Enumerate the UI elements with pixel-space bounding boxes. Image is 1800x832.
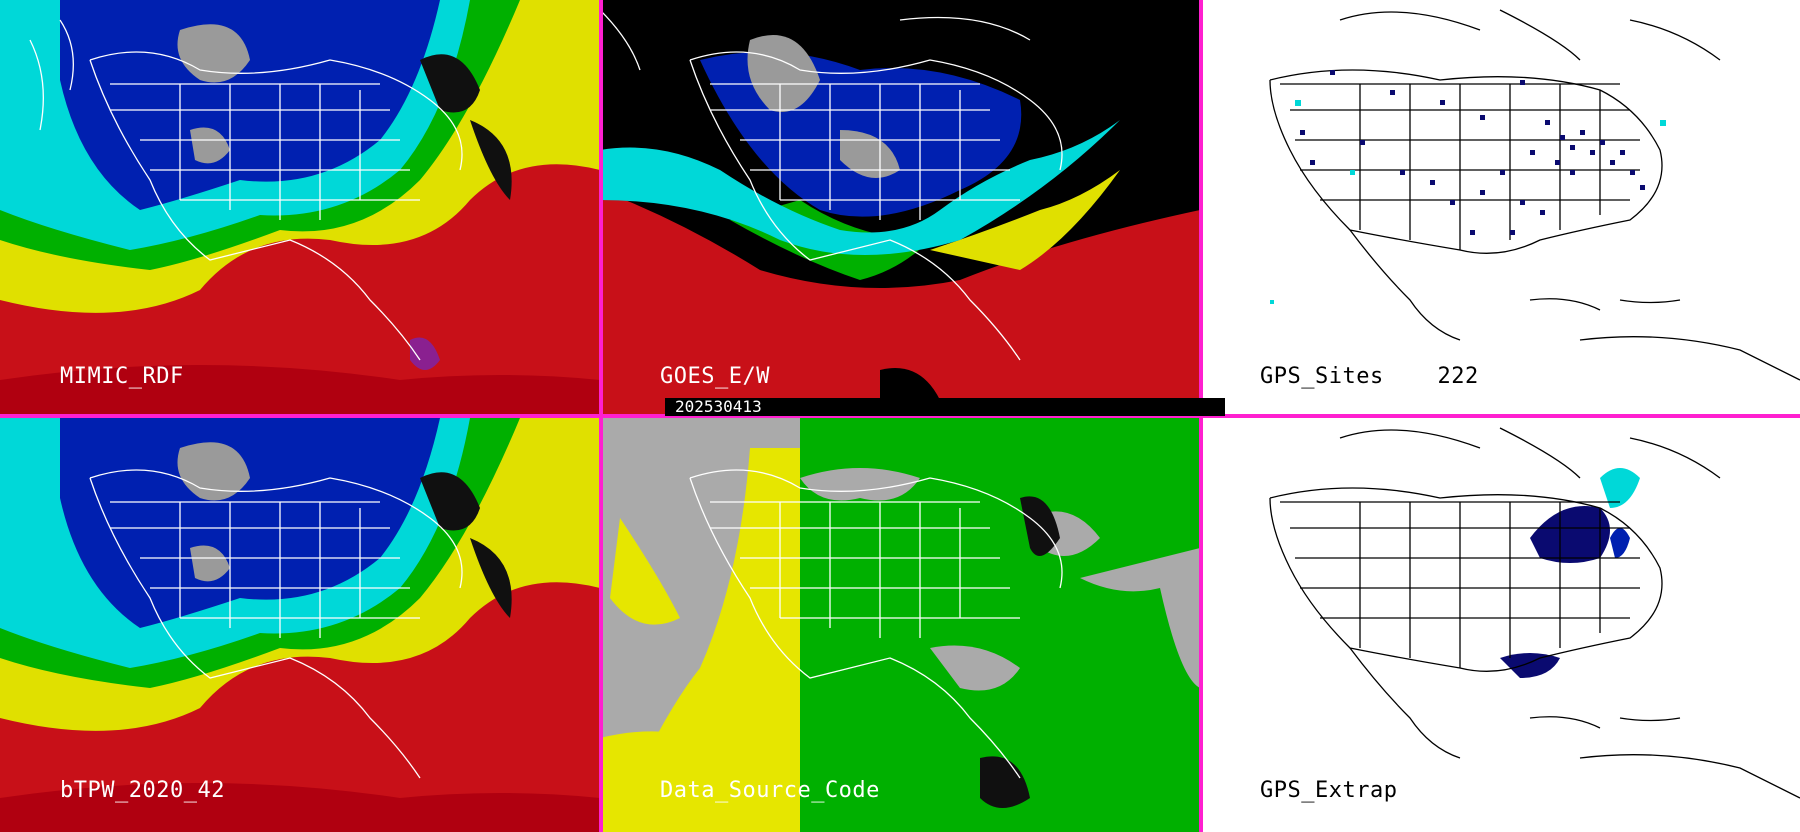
panel-label: GPS_Extrap bbox=[1260, 778, 1398, 803]
tpw-map-btpw bbox=[0, 418, 600, 832]
panel-label: GOES_E/W bbox=[660, 364, 770, 389]
tpw-map-mimic bbox=[0, 0, 600, 414]
divider-vertical-left bbox=[599, 0, 603, 832]
panel-data-source: Data_Source_Code bbox=[600, 418, 1200, 832]
gps-sites-map bbox=[1200, 0, 1800, 414]
panel-gps-sites: GPS_Sites 222 bbox=[1200, 0, 1800, 414]
panel-goes-ew: GOES_E/W bbox=[600, 0, 1200, 414]
panel-label: Data_Source_Code bbox=[660, 778, 880, 803]
panel-mimic-rdf: MIMIC_RDF bbox=[0, 0, 600, 414]
panel-label: bTPW_2020_42 bbox=[60, 778, 225, 803]
gps-site-count: 222 bbox=[1437, 364, 1479, 389]
tpw-map-goes bbox=[600, 0, 1200, 414]
panel-btpw: bTPW_2020_42 bbox=[0, 418, 600, 832]
panel-label: GPS_Sites 222 bbox=[1260, 364, 1479, 389]
panel-title: GPS_Sites bbox=[1260, 364, 1384, 389]
divider-vertical-right bbox=[1199, 0, 1203, 832]
panel-label: MIMIC_RDF bbox=[60, 364, 184, 389]
panel-gps-extrap: GPS_Extrap bbox=[1200, 418, 1800, 832]
data-source-map bbox=[600, 418, 1200, 832]
gps-extrap-map bbox=[1200, 418, 1800, 832]
date-stamp: 202530413 bbox=[665, 398, 1225, 416]
divider-horizontal bbox=[0, 414, 1800, 418]
